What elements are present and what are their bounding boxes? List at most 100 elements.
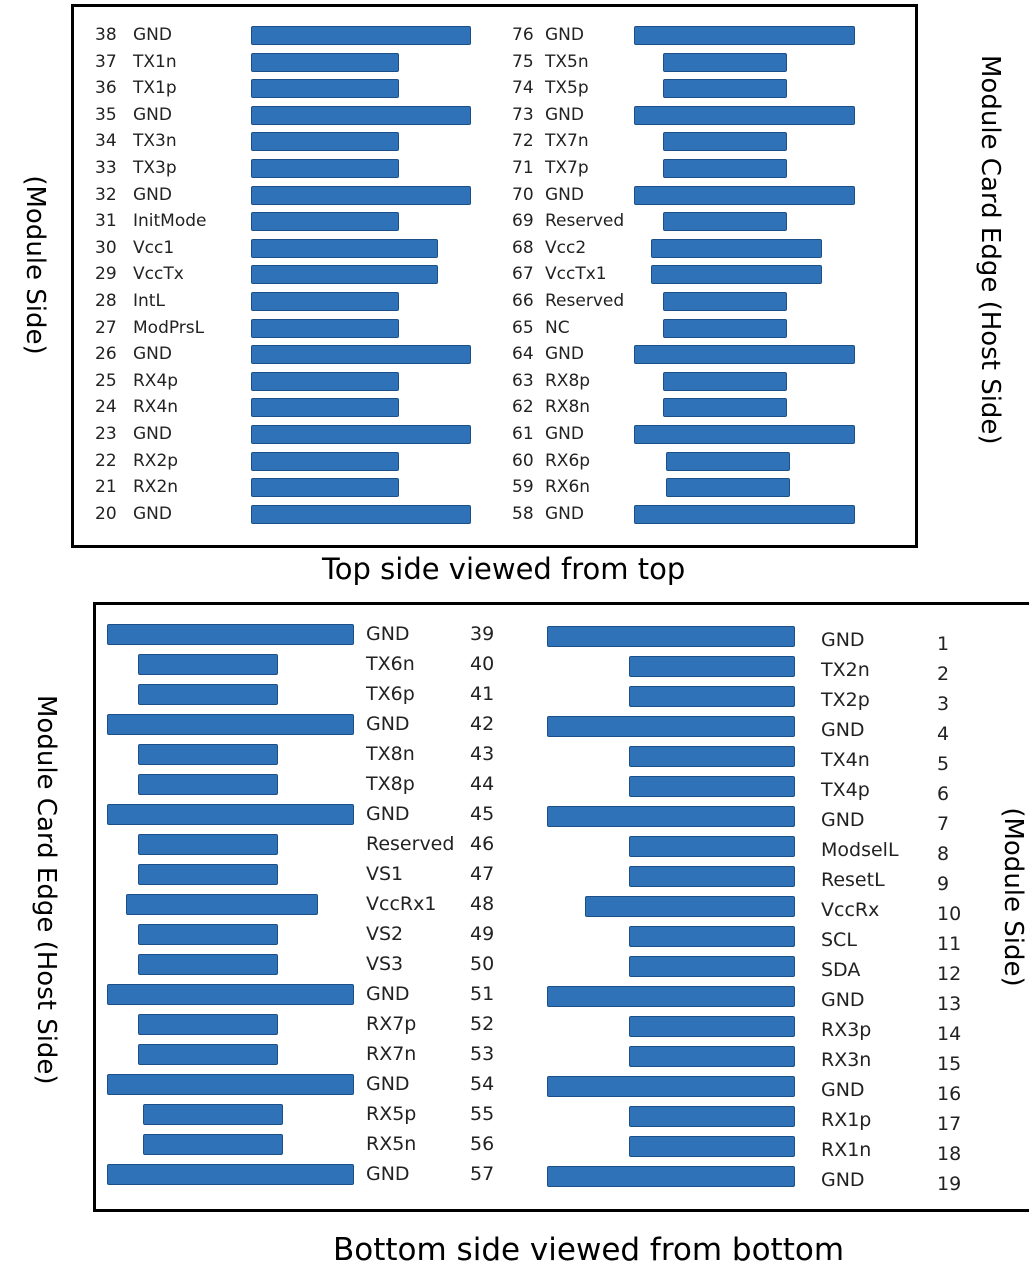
pin-name: GND xyxy=(366,1073,410,1095)
pin-contact xyxy=(629,866,795,887)
pin-name: TX1n xyxy=(133,51,177,72)
pin-number: 38 xyxy=(95,25,117,45)
bottom-left-side-label: Module Card Edge (Host Side) xyxy=(31,695,61,1085)
pin-contact xyxy=(634,105,855,125)
pin-name: GND xyxy=(821,809,865,831)
pin-number: 62 xyxy=(512,397,534,418)
pin-number: 42 xyxy=(470,713,495,735)
bottom-caption: Bottom side viewed from bottom xyxy=(333,1232,845,1268)
pin-number: 14 xyxy=(937,1023,962,1045)
pin-name: GND xyxy=(366,983,410,1005)
pin-contact xyxy=(547,806,795,827)
pin-contact xyxy=(107,804,354,825)
pin-name: TX6n xyxy=(366,653,415,675)
pin-contact xyxy=(107,984,354,1005)
pin-contact xyxy=(251,451,399,471)
pin-contact xyxy=(138,954,278,975)
pin-name: RX8n xyxy=(545,397,591,418)
pin-name: VccRx xyxy=(821,899,880,921)
pin-number: 70 xyxy=(512,184,534,205)
pin-contact xyxy=(663,371,787,391)
pin-number: 54 xyxy=(470,1073,495,1095)
pin-contact xyxy=(634,26,855,45)
pin-contact xyxy=(634,345,855,365)
pin-name: TX8p xyxy=(366,773,415,795)
pin-name: TX4p xyxy=(821,779,870,801)
pin-contact xyxy=(663,79,787,99)
pin-name: RX2n xyxy=(133,477,179,498)
pin-name: GND xyxy=(366,713,410,735)
pin-name: Reserved xyxy=(545,211,625,232)
pin-number: 28 xyxy=(95,291,117,311)
pin-name: GND xyxy=(133,104,172,125)
pin-contact xyxy=(251,79,399,99)
pin-number: 26 xyxy=(95,344,117,365)
pin-number: 59 xyxy=(512,477,534,498)
pin-contact xyxy=(547,1076,795,1097)
pin-name: RX4p xyxy=(133,370,179,391)
pin-contact xyxy=(107,1164,354,1185)
pin-number: 27 xyxy=(95,317,117,338)
pin-contact xyxy=(251,371,399,391)
pin-contact xyxy=(634,504,855,524)
pin-name: VS1 xyxy=(366,863,404,885)
pin-number: 9 xyxy=(937,873,950,895)
pin-name: GND xyxy=(545,344,584,365)
pin-name: GND xyxy=(133,344,172,365)
pin-contact xyxy=(138,924,278,945)
pin-number: 50 xyxy=(470,953,495,975)
pin-number: 72 xyxy=(512,131,534,152)
pin-name: Vcc1 xyxy=(133,237,175,258)
pin-number: 65 xyxy=(512,317,534,338)
pin-name: GND xyxy=(133,184,172,205)
pin-number: 43 xyxy=(470,743,495,765)
pin-name: RX6p xyxy=(545,450,591,471)
pin-number: 40 xyxy=(470,653,495,675)
pin-name: RX2p xyxy=(133,450,179,471)
pin-name: TX3n xyxy=(133,131,177,152)
pin-number: 16 xyxy=(937,1083,962,1105)
pin-number: 18 xyxy=(937,1143,962,1165)
pin-number: 64 xyxy=(512,344,534,365)
pin-contact xyxy=(629,1136,795,1157)
pin-contact xyxy=(629,1016,795,1037)
pin-name: RX3p xyxy=(821,1019,872,1041)
pin-name: VccTx xyxy=(133,264,184,285)
pin-name: GND xyxy=(545,424,584,444)
pin-name: GND xyxy=(133,503,172,524)
pin-contact xyxy=(629,746,795,767)
pin-contact xyxy=(251,212,399,232)
pin-number: 60 xyxy=(512,450,534,471)
pin-contact xyxy=(629,1046,795,1067)
pin-name: GND xyxy=(821,629,865,651)
pin-name: ModPrsL xyxy=(133,317,205,338)
pin-contact xyxy=(251,52,399,72)
pin-name: NC xyxy=(545,317,570,338)
pin-contact xyxy=(663,132,787,152)
pin-number: 31 xyxy=(95,211,117,232)
pin-contact xyxy=(547,986,795,1007)
pin-number: 68 xyxy=(512,237,534,258)
top-caption: Top side viewed from top xyxy=(322,552,686,586)
pin-contact xyxy=(629,926,795,947)
pin-contact xyxy=(251,504,471,524)
pin-contact xyxy=(629,776,795,797)
pin-number: 21 xyxy=(95,477,117,498)
bottom-right-side-label: (Module Side) xyxy=(998,807,1028,987)
pin-contact xyxy=(126,894,318,915)
top-left-side-label: (Module Side) xyxy=(20,175,50,355)
pin-number: 5 xyxy=(937,753,950,775)
pin-number: 47 xyxy=(470,863,495,885)
pin-contact xyxy=(251,185,471,205)
pin-number: 63 xyxy=(512,370,534,391)
pin-number: 23 xyxy=(95,424,117,444)
pin-contact xyxy=(251,26,471,45)
pin-name: RX6n xyxy=(545,477,591,498)
pin-number: 53 xyxy=(470,1043,495,1065)
pin-number: 4 xyxy=(937,723,950,745)
pin-number: 13 xyxy=(937,993,962,1015)
pin-contact xyxy=(663,318,787,338)
pin-name: VccTx1 xyxy=(545,264,607,285)
pin-name: GND xyxy=(545,184,584,205)
pin-number: 57 xyxy=(470,1163,495,1185)
